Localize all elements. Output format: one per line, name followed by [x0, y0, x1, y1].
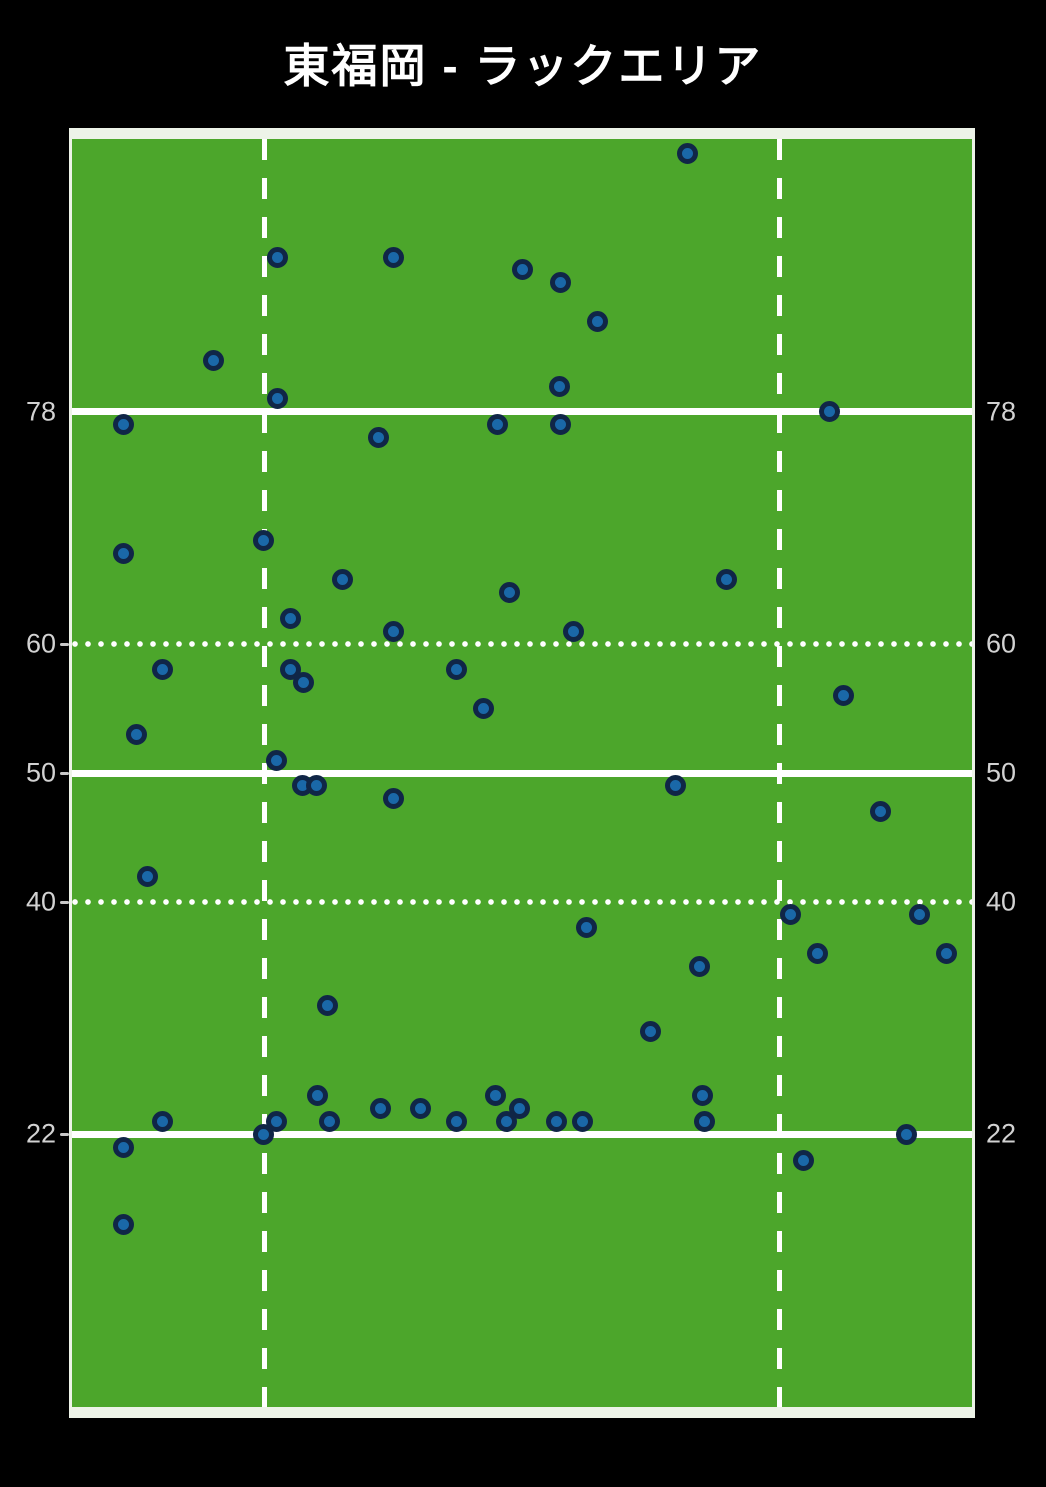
ruck-point	[370, 1097, 392, 1119]
pitch-line-15m-dashed	[262, 139, 268, 1407]
ruck-point	[265, 749, 287, 771]
y-tick-label-right-50: 50	[986, 757, 1017, 788]
y-tick-label-right-78: 78	[986, 396, 1017, 427]
ruck-point	[832, 685, 854, 707]
ruck-point	[677, 143, 699, 165]
ruck-point	[498, 581, 520, 603]
y-tick-label-left-22: 22	[25, 1118, 56, 1149]
ruck-point	[112, 1136, 134, 1158]
ruck-point	[908, 904, 930, 926]
ruck-point	[691, 1085, 713, 1106]
ruck-point	[331, 569, 353, 590]
ruck-point	[151, 659, 173, 681]
ruck-point	[317, 994, 339, 1016]
ruck-point	[151, 1110, 173, 1132]
ruck-point	[253, 530, 275, 552]
ruck-point	[550, 272, 572, 294]
ruck-point	[112, 1214, 134, 1235]
ruck-point	[870, 801, 892, 823]
ruck-point	[280, 607, 302, 629]
ruck-point	[382, 246, 404, 268]
ruck-point	[571, 1110, 593, 1132]
ruck-point	[382, 788, 404, 810]
ruck-point	[137, 865, 159, 887]
ruck-point	[694, 1110, 716, 1132]
ruck-point	[445, 1110, 467, 1132]
y-tick-label-left-78: 78	[25, 396, 56, 427]
pitch-line-40-dotted	[72, 899, 972, 905]
ruck-point	[112, 414, 134, 436]
ruck-point	[409, 1097, 431, 1119]
ruck-point	[688, 956, 710, 977]
ruck-point	[780, 904, 802, 926]
ruck-point	[935, 943, 957, 965]
ruck-point	[664, 775, 686, 797]
ruck-point	[292, 672, 314, 694]
y-tick-label-left-40: 40	[25, 886, 56, 917]
ruck-point	[496, 1110, 518, 1132]
y-tick-mark-60	[60, 642, 69, 646]
ruck-point	[253, 1123, 275, 1145]
ruck-point	[112, 543, 134, 565]
ruck-point	[484, 1085, 506, 1106]
ruck-point	[472, 698, 494, 719]
ruck-point	[305, 775, 327, 797]
pitch-line-78	[72, 408, 972, 416]
ruck-point	[382, 620, 404, 642]
y-tick-label-right-40: 40	[986, 886, 1017, 917]
ruck-point	[575, 917, 597, 939]
y-tick-label-right-60: 60	[986, 628, 1017, 659]
ruck-point	[487, 414, 509, 436]
ruck-point	[202, 349, 224, 371]
chart-title: 東福岡 - ラックエリア	[283, 40, 763, 92]
y-tick-mark-40	[60, 900, 69, 904]
pitch-line-22	[72, 1130, 972, 1138]
pitch-line-50	[72, 769, 972, 777]
ruck-point	[587, 311, 609, 332]
y-tick-label-right-22: 22	[986, 1118, 1017, 1149]
pitch-line-15m-dashed	[776, 139, 782, 1407]
ruck-point	[367, 427, 389, 449]
y-tick-mark-22	[60, 1132, 69, 1136]
ruck-point	[307, 1085, 329, 1106]
ruck-point	[640, 1020, 662, 1042]
ruck-point	[318, 1110, 340, 1132]
ruck-point	[793, 1149, 815, 1171]
ruck-point	[546, 1110, 568, 1132]
y-tick-mark-50	[60, 771, 69, 775]
ruck-point	[562, 620, 584, 642]
ruck-point	[895, 1123, 917, 1145]
ruck-point	[445, 659, 467, 681]
ruck-point	[715, 569, 737, 590]
ruck-point	[511, 259, 533, 281]
pitch-line-60-dotted	[72, 641, 972, 647]
ruck-point	[267, 388, 289, 410]
ruck-point	[548, 375, 570, 397]
ruck-point	[550, 414, 572, 436]
ruck-point	[807, 943, 829, 965]
y-tick-label-left-50: 50	[25, 757, 56, 788]
y-tick-label-left-60: 60	[25, 628, 56, 659]
ruck-point	[267, 246, 289, 268]
ruck-point	[818, 401, 840, 423]
ruck-point	[125, 723, 147, 745]
